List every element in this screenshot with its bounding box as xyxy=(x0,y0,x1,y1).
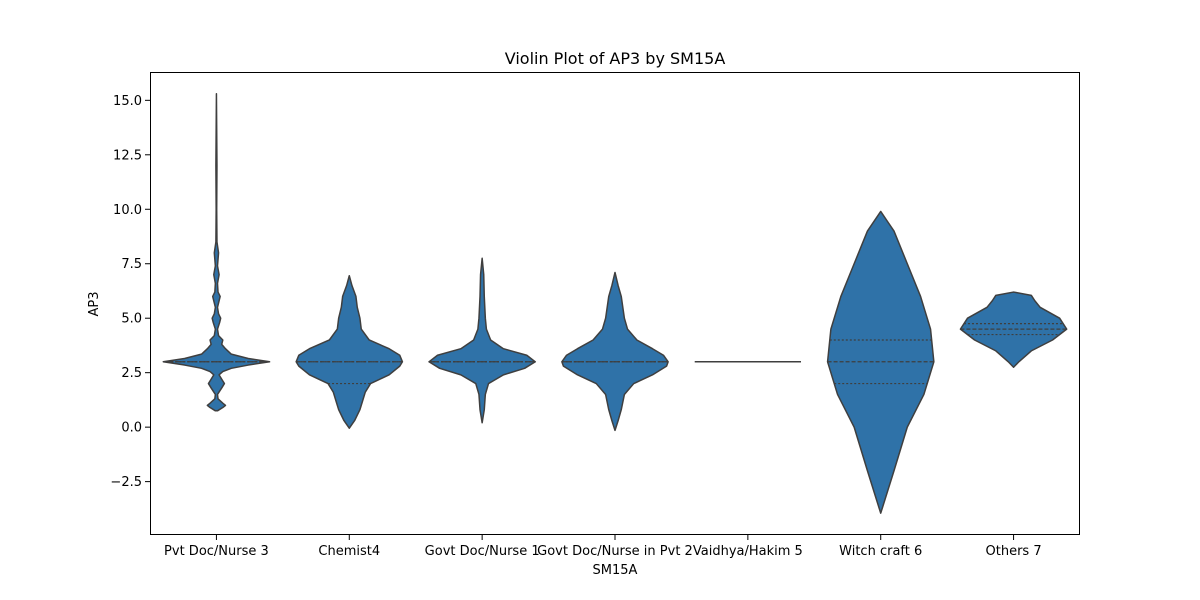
violin-body xyxy=(561,271,669,432)
x-tick-label: Pvt Doc/Nurse 3 xyxy=(164,544,269,559)
y-axis-title: AP3 xyxy=(87,291,102,316)
y-axis: −2.5 0.0 2.5 5.0 7.5 10.0 12.5 15.0 xyxy=(110,94,150,490)
violin-group xyxy=(162,93,1068,514)
violin-body xyxy=(428,257,537,424)
violin-body xyxy=(295,274,404,429)
chart-title: Violin Plot of AP3 by SM15A xyxy=(505,49,726,68)
violin-3 xyxy=(428,257,537,424)
x-tick-label: Chemist4 xyxy=(318,544,380,559)
y-tick-label: 12.5 xyxy=(113,148,142,163)
violin-6 xyxy=(826,210,935,514)
x-axis-title: SM15A xyxy=(593,563,638,578)
violin-4 xyxy=(561,271,669,432)
violin-7 xyxy=(959,291,1068,368)
violin-body xyxy=(162,93,271,412)
violin-1 xyxy=(162,93,271,412)
y-tick-label: 15.0 xyxy=(113,94,142,109)
x-tick-label: Vaidhya/Hakim 5 xyxy=(693,544,803,559)
y-tick-label: −2.5 xyxy=(110,475,142,490)
violin-body xyxy=(826,210,935,514)
x-tick-label: Witch craft 6 xyxy=(839,544,922,559)
y-tick-label: 10.0 xyxy=(113,203,142,218)
x-axis: Pvt Doc/Nurse 3 Chemist4 Govt Doc/Nurse 1G… xyxy=(164,535,1042,559)
x-tick-label: Others 7 xyxy=(986,544,1042,559)
x-tick-label: Govt Doc/Nurse in Pvt 2 xyxy=(537,544,693,559)
violin-2 xyxy=(295,274,404,429)
y-tick-label: 7.5 xyxy=(121,257,142,272)
violin-body xyxy=(959,291,1068,368)
x-tick-label: Govt Doc/Nurse 1 xyxy=(425,544,540,559)
y-tick-label: 0.0 xyxy=(121,421,142,436)
plot-frame xyxy=(150,72,1080,535)
y-tick-label: 2.5 xyxy=(121,366,142,381)
y-tick-label: 5.0 xyxy=(121,312,142,327)
